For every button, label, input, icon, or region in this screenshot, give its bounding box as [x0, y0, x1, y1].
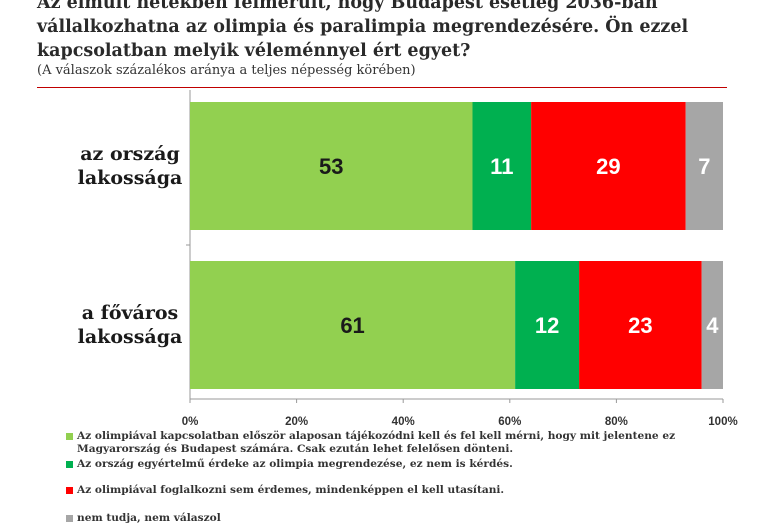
x-tick-label: 60% [498, 416, 521, 428]
category-label: az ország [80, 143, 179, 165]
x-tick-label: 40% [392, 416, 415, 428]
category-label: lakossága [78, 167, 183, 189]
bar-segment [701, 261, 723, 389]
category-label: a főváros [82, 302, 179, 324]
bar-segment [515, 261, 580, 389]
bar-segment [472, 102, 532, 230]
category-label: lakossága [78, 326, 183, 348]
x-tick-label: 80% [605, 416, 628, 428]
legend-entry: Az olimpiával foglalkozni sem érdemes, m… [66, 484, 504, 497]
bar-segment [190, 261, 516, 389]
legend-label: Az olimpiával foglalkozni sem érdemes, m… [77, 484, 505, 496]
legend-entry: Az olimpiával kapcsolatban először alapo… [66, 430, 756, 456]
chart-title: Az elmúlt hetekben felmerült, hogy Budap… [37, 0, 689, 61]
x-tick-label: 0% [182, 416, 199, 428]
legend-swatch [66, 461, 73, 468]
bar-segment [685, 102, 723, 230]
title-divider [37, 87, 727, 88]
legend-swatch [66, 433, 73, 440]
x-tick-label: 20% [285, 416, 308, 428]
legend-label: nem tudja, nem válaszol [77, 512, 221, 524]
data-label: 61 [340, 313, 364, 338]
legend-label: Az ország egyértelmű érdeke az olimpia m… [77, 458, 513, 470]
stacked-bar-chart: 0% 20% 40% 60% 80% 100%53 11 29 7az országlakoss… [78, 90, 738, 428]
bar-segment [579, 261, 702, 389]
data-label: 4 [706, 313, 719, 338]
legend-swatch [66, 515, 73, 522]
data-label: 11 [490, 154, 513, 179]
bar-segment [190, 102, 473, 230]
x-tick-label: 100% [708, 416, 737, 428]
legend-entry: nem tudja, nem válaszol [66, 512, 221, 525]
data-label: 29 [596, 154, 620, 179]
chart-subtitle: (A válaszok százalékos aránya a teljes n… [37, 63, 416, 78]
data-label: 7 [698, 154, 710, 179]
data-label: 53 [319, 154, 343, 179]
legend-label: Az olimpiával kapcsolatban először alapo… [77, 430, 676, 455]
data-label: 23 [628, 313, 652, 338]
legend-entry: Az ország egyértelmű érdeke az olimpia m… [66, 458, 513, 471]
legend-swatch [66, 487, 73, 494]
data-label: 12 [535, 313, 559, 338]
bar-segment [531, 102, 686, 230]
